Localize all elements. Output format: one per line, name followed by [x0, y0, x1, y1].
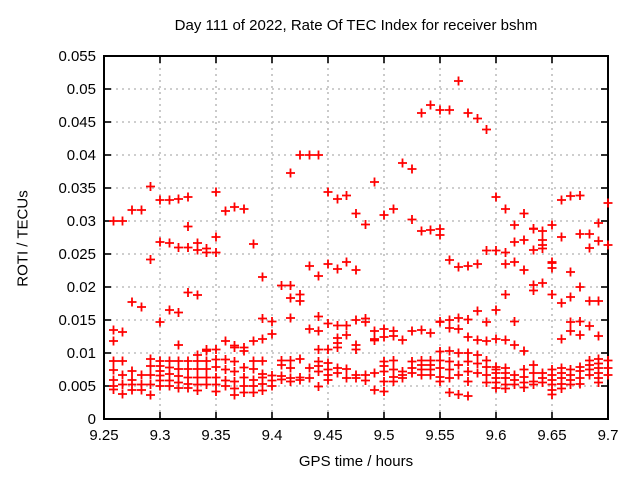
y-tick-label: 0.025: [58, 246, 96, 263]
plot-border: [103, 55, 609, 420]
x-tick-label: 9.45: [313, 427, 343, 444]
y-tick-label: 0.005: [58, 378, 96, 395]
y-tick-label: 0.03: [66, 213, 96, 230]
x-tick-label: 9.25: [89, 427, 119, 444]
x-tick-label: 9.5: [373, 427, 395, 444]
x-tick-label: 9.7: [597, 427, 619, 444]
scatter-points: [109, 76, 613, 401]
chart-title: Day 111 of 2022, Rate Of TEC Index for r…: [174, 17, 538, 34]
y-tick-label: 0.015: [58, 312, 96, 329]
x-tick-label: 9.6: [485, 427, 507, 444]
y-tick-label: 0.02: [66, 279, 96, 296]
x-tick-label: 9.4: [261, 427, 283, 444]
y-tick-label: 0.05: [66, 81, 96, 98]
y-tick-label: 0.01: [66, 345, 96, 362]
x-axis-label: GPS time / hours: [298, 453, 414, 470]
x-tick-label: 9.55: [425, 427, 455, 444]
y-tick-label: 0.045: [58, 114, 96, 131]
x-tick-label: 9.65: [537, 427, 567, 444]
y-tick-label: 0.055: [58, 48, 96, 65]
y-tick-label: 0.035: [58, 180, 96, 197]
y-tick-label: 0.04: [66, 147, 96, 164]
x-tick-label: 9.35: [201, 427, 231, 444]
y-tick-label: 0: [87, 411, 96, 428]
x-tick-label: 9.3: [149, 427, 171, 444]
